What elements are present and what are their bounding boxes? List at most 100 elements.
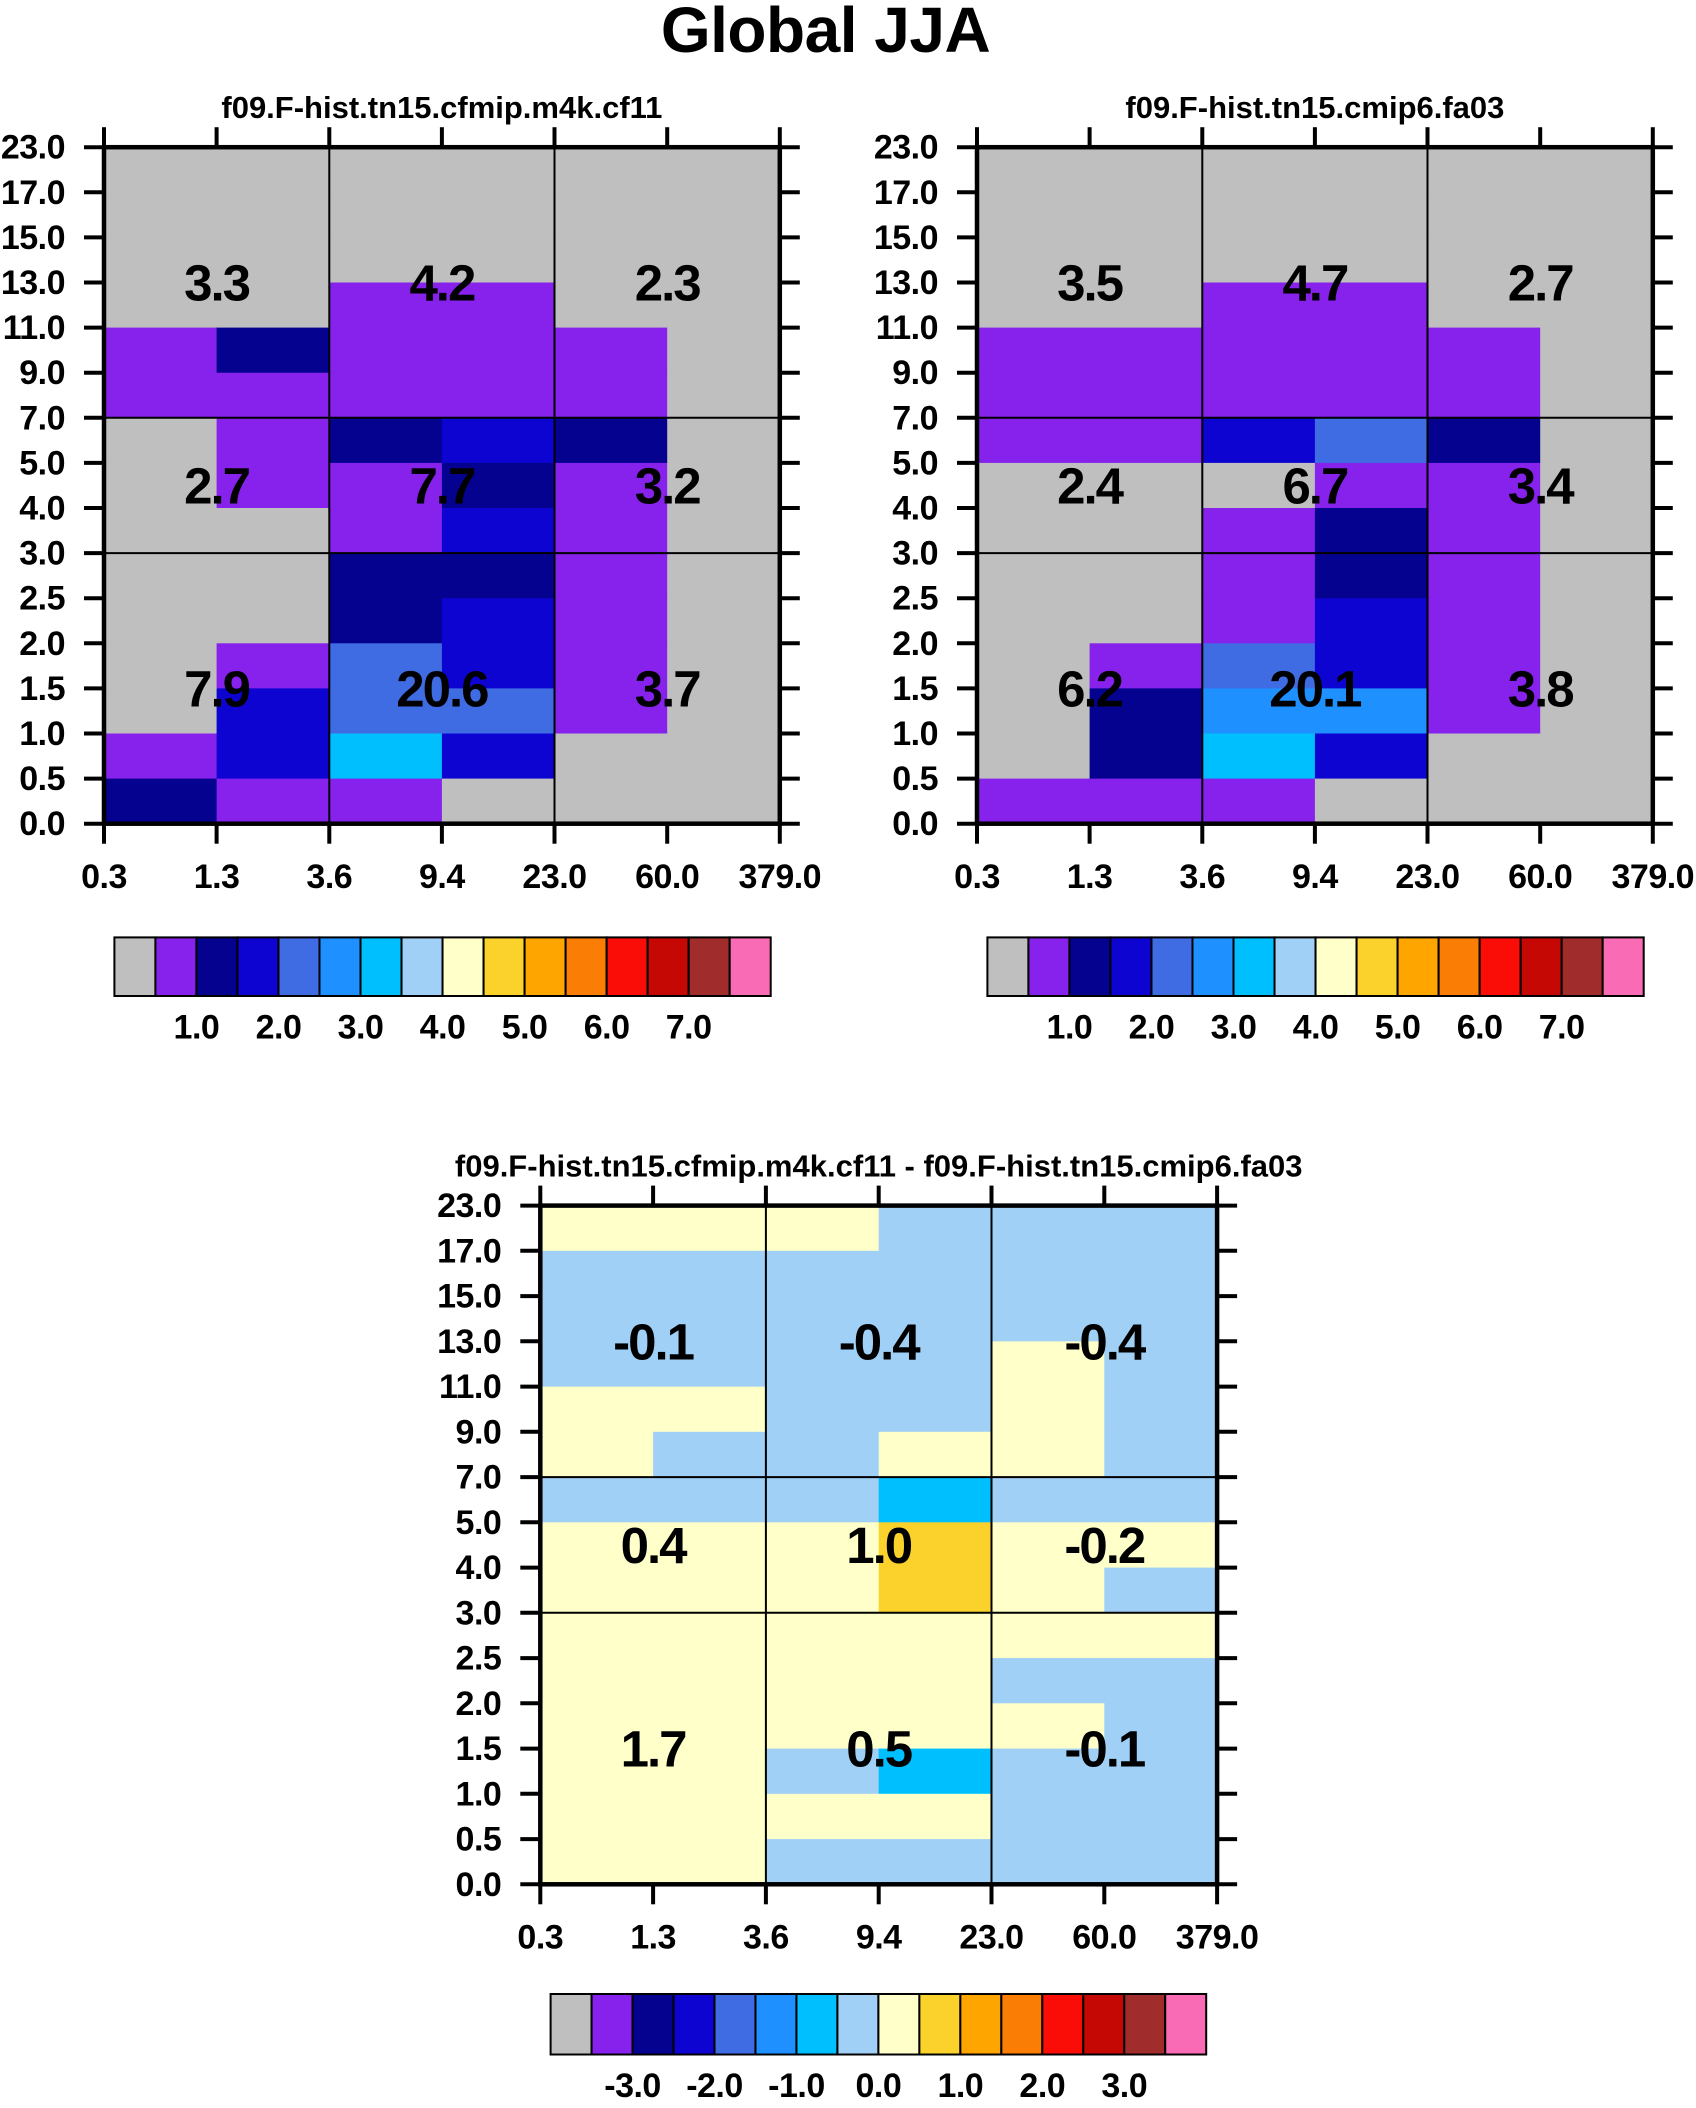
svg-text:3.0: 3.0 xyxy=(1211,1009,1257,1047)
svg-text:9.0: 9.0 xyxy=(19,354,65,392)
svg-text:3.6: 3.6 xyxy=(1179,858,1225,896)
svg-text:23.0: 23.0 xyxy=(959,1919,1023,1957)
svg-text:-0.1: -0.1 xyxy=(613,1313,694,1370)
svg-text:1.5: 1.5 xyxy=(892,670,938,708)
svg-text:0.3: 0.3 xyxy=(81,858,127,896)
svg-text:2.3: 2.3 xyxy=(635,255,701,312)
svg-text:3.8: 3.8 xyxy=(1508,660,1574,717)
svg-text:17.0: 17.0 xyxy=(1,174,65,212)
svg-text:3.0: 3.0 xyxy=(338,1009,384,1047)
svg-text:3.3: 3.3 xyxy=(184,255,250,312)
svg-text:13.0: 13.0 xyxy=(1,264,65,302)
svg-text:1.7: 1.7 xyxy=(621,1721,687,1778)
svg-text:7.7: 7.7 xyxy=(409,457,475,514)
svg-text:1.0: 1.0 xyxy=(19,715,65,753)
svg-text:6.0: 6.0 xyxy=(1457,1009,1503,1047)
svg-text:-0.4: -0.4 xyxy=(839,1313,922,1370)
svg-text:20.1: 20.1 xyxy=(1269,660,1361,717)
svg-text:1.0: 1.0 xyxy=(456,1775,502,1813)
svg-text:1.5: 1.5 xyxy=(19,670,65,708)
svg-text:11.0: 11.0 xyxy=(876,309,938,347)
svg-text:11.0: 11.0 xyxy=(3,309,65,347)
svg-text:13.0: 13.0 xyxy=(437,1323,501,1361)
svg-text:6.7: 6.7 xyxy=(1282,457,1348,514)
svg-text:-1.0: -1.0 xyxy=(768,2067,825,2103)
svg-text:0.0: 0.0 xyxy=(456,1866,502,1904)
svg-text:-0.2: -0.2 xyxy=(1064,1517,1145,1574)
svg-text:2.7: 2.7 xyxy=(1508,255,1574,312)
svg-text:4.0: 4.0 xyxy=(1293,1009,1339,1047)
svg-text:7.0: 7.0 xyxy=(456,1459,502,1497)
svg-text:15.0: 15.0 xyxy=(437,1278,501,1316)
svg-text:9.0: 9.0 xyxy=(892,354,938,392)
svg-text:0.4: 0.4 xyxy=(621,1517,689,1574)
svg-text:2.0: 2.0 xyxy=(19,625,65,663)
svg-text:379.0: 379.0 xyxy=(739,858,822,896)
svg-text:0.3: 0.3 xyxy=(954,858,1000,896)
svg-text:3.0: 3.0 xyxy=(456,1594,502,1632)
svg-text:2.4: 2.4 xyxy=(1057,457,1125,514)
svg-text:23.0: 23.0 xyxy=(1395,858,1459,896)
svg-text:5.0: 5.0 xyxy=(502,1009,548,1047)
svg-text:7.0: 7.0 xyxy=(892,399,938,437)
svg-text:7.0: 7.0 xyxy=(666,1009,712,1047)
svg-text:5.0: 5.0 xyxy=(892,444,938,482)
svg-text:2.0: 2.0 xyxy=(456,1685,502,1723)
svg-text:7.0: 7.0 xyxy=(19,399,65,437)
svg-text:0.0: 0.0 xyxy=(892,805,938,843)
svg-text:13.0: 13.0 xyxy=(874,264,938,302)
svg-text:2.5: 2.5 xyxy=(456,1640,502,1678)
svg-text:4.0: 4.0 xyxy=(19,490,65,528)
svg-text:15.0: 15.0 xyxy=(874,219,938,257)
svg-text:1.0: 1.0 xyxy=(846,1517,912,1574)
svg-text:9.0: 9.0 xyxy=(456,1413,502,1451)
svg-text:2.0: 2.0 xyxy=(892,625,938,663)
svg-text:20.6: 20.6 xyxy=(396,660,488,717)
svg-text:60.0: 60.0 xyxy=(635,858,699,896)
svg-text:3.5: 3.5 xyxy=(1057,255,1123,312)
svg-text:0.0: 0.0 xyxy=(856,2067,902,2103)
svg-text:6.0: 6.0 xyxy=(584,1009,630,1047)
svg-text:23.0: 23.0 xyxy=(874,129,938,167)
svg-text:23.0: 23.0 xyxy=(522,858,586,896)
svg-text:3.7: 3.7 xyxy=(635,660,701,717)
svg-text:1.0: 1.0 xyxy=(892,715,938,753)
svg-text:9.4: 9.4 xyxy=(1292,858,1338,896)
svg-text:2.0: 2.0 xyxy=(1019,2067,1065,2103)
svg-text:4.0: 4.0 xyxy=(420,1009,466,1047)
svg-text:23.0: 23.0 xyxy=(437,1187,501,1225)
svg-text:60.0: 60.0 xyxy=(1072,1919,1136,1957)
svg-text:5.0: 5.0 xyxy=(456,1504,502,1542)
svg-text:1.3: 1.3 xyxy=(194,858,240,896)
svg-text:0.5: 0.5 xyxy=(456,1821,502,1859)
svg-text:1.3: 1.3 xyxy=(630,1919,676,1957)
svg-text:1.0: 1.0 xyxy=(937,2067,983,2103)
svg-text:3.0: 3.0 xyxy=(892,535,938,573)
svg-text:0.3: 0.3 xyxy=(517,1919,563,1957)
svg-text:f09.F-hist.tn15.cfmip.m4k.cf11: f09.F-hist.tn15.cfmip.m4k.cf11 - f09.F-h… xyxy=(455,1149,1303,1184)
svg-text:2.0: 2.0 xyxy=(1129,1009,1175,1047)
svg-text:3.0: 3.0 xyxy=(19,535,65,573)
svg-text:15.0: 15.0 xyxy=(1,219,65,257)
svg-text:3.0: 3.0 xyxy=(1101,2067,1147,2103)
svg-text:3.4: 3.4 xyxy=(1508,457,1576,514)
svg-text:379.0: 379.0 xyxy=(1612,858,1695,896)
svg-text:9.4: 9.4 xyxy=(856,1919,902,1957)
svg-text:-0.4: -0.4 xyxy=(1064,1313,1147,1370)
svg-text:3.6: 3.6 xyxy=(306,858,352,896)
svg-text:1.0: 1.0 xyxy=(1047,1009,1093,1047)
svg-text:-2.0: -2.0 xyxy=(686,2067,743,2103)
svg-text:1.5: 1.5 xyxy=(456,1730,502,1768)
svg-text:0.5: 0.5 xyxy=(846,1721,912,1778)
svg-text:5.0: 5.0 xyxy=(19,444,65,482)
svg-text:3.6: 3.6 xyxy=(743,1919,789,1957)
svg-text:3.2: 3.2 xyxy=(635,457,701,514)
svg-text:0.5: 0.5 xyxy=(892,760,938,798)
svg-text:4.7: 4.7 xyxy=(1282,255,1348,312)
svg-text:2.7: 2.7 xyxy=(184,457,250,514)
svg-text:4.0: 4.0 xyxy=(456,1549,502,1587)
svg-text:f09.F-hist.tn15.cfmip.m4k.cf11: f09.F-hist.tn15.cfmip.m4k.cf11 xyxy=(221,90,662,125)
svg-text:23.0: 23.0 xyxy=(1,129,65,167)
svg-text:2.5: 2.5 xyxy=(19,580,65,618)
svg-text:7.0: 7.0 xyxy=(1539,1009,1585,1047)
